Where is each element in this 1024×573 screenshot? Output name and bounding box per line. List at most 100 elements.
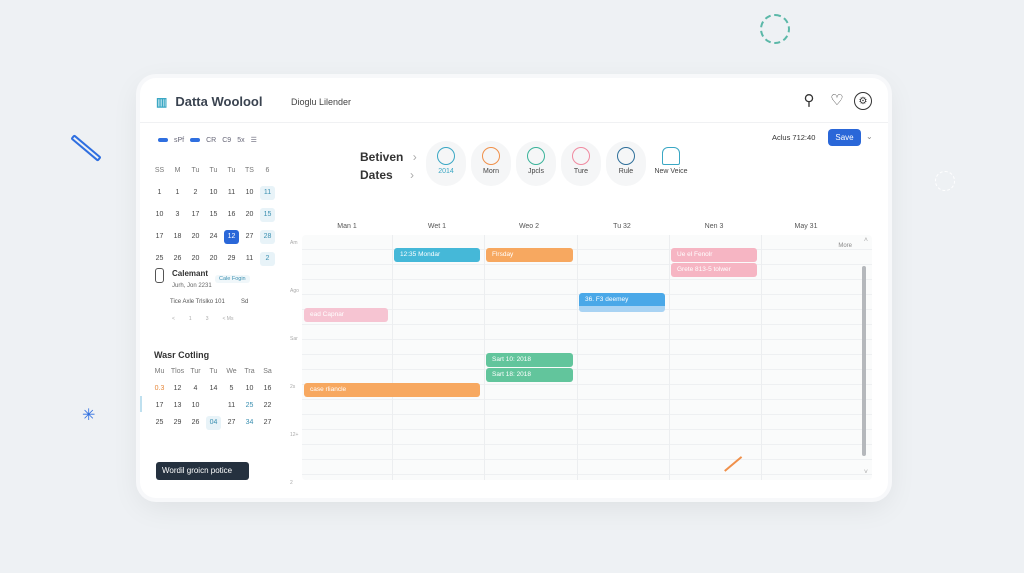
toolbar-item[interactable]: sPf (174, 136, 185, 144)
card-tag[interactable]: Cale Fogin (215, 275, 250, 283)
calendar-day[interactable]: 16 (227, 211, 236, 218)
calendar-day[interactable]: 24 (209, 233, 218, 240)
list-icon[interactable]: ☰ (250, 137, 257, 144)
calendar-event[interactable]: Ue el Fenolr (671, 248, 757, 262)
calendar-day[interactable]: 22 (263, 402, 272, 409)
weekday-label: Tu (227, 167, 236, 174)
calendar-day[interactable]: 26 (191, 419, 200, 426)
column-header[interactable]: Man 1 (337, 223, 357, 230)
calendar-day[interactable]: 10 (155, 211, 164, 218)
toolbar-item[interactable]: 5x (237, 136, 245, 144)
calendar-day[interactable]: 25 (155, 419, 164, 426)
calendar-day[interactable]: 10 (209, 189, 218, 196)
calendar-event[interactable]: 12:35 Mondar (394, 248, 480, 262)
calendar-day[interactable]: 10 (245, 189, 254, 196)
calendar-event[interactable]: Sart 18: 2018 (486, 368, 573, 382)
calendar-day[interactable]: 4 (193, 385, 198, 392)
calendar-event[interactable]: case rliancle (304, 383, 480, 397)
calendar-day[interactable]: 2 (260, 252, 275, 266)
calendar-day[interactable]: 11 (227, 402, 236, 409)
settings-icon[interactable]: ⚙ (854, 92, 872, 110)
calendar-event[interactable]: Grete 813-5 tolwer (671, 263, 757, 277)
calendar-day[interactable]: 20 (191, 233, 200, 240)
calendar-day[interactable]: 18 (173, 233, 182, 240)
calendar-day[interactable]: 26 (173, 255, 182, 262)
search-icon[interactable]: ⚲ (803, 92, 815, 109)
grid-divider (484, 235, 485, 480)
calendar-day[interactable]: 04 (206, 416, 221, 430)
quick-button[interactable]: Ture (561, 141, 601, 186)
chevron-down-icon[interactable]: ⌄ (866, 132, 873, 141)
pager-item[interactable]: 3 (205, 316, 209, 322)
calendar-day[interactable]: 0.3 (154, 385, 165, 392)
column-header[interactable]: Nen 3 (704, 223, 724, 230)
calendar-day[interactable]: 28 (260, 230, 275, 244)
column-header[interactable]: May 31 (794, 223, 818, 230)
calendar-day[interactable]: 17 (155, 402, 164, 409)
calendar-day[interactable]: 1 (175, 189, 180, 196)
calendar-day[interactable]: 15 (209, 211, 218, 218)
calendar-day[interactable]: 1 (157, 189, 162, 196)
heart-icon[interactable]: ♡ (830, 92, 844, 109)
calendar-day[interactable]: 25 (245, 402, 254, 409)
toolbar-item[interactable]: C9 (222, 136, 232, 144)
calendar-day[interactable] (206, 399, 221, 413)
quick-button[interactable]: Morn (471, 141, 511, 186)
pager-prev[interactable]: < (172, 316, 175, 322)
calendar-event[interactable]: Sart 10: 2018 (486, 353, 573, 367)
app-title: Datta Woolool (175, 94, 263, 109)
calendar-day[interactable]: 12 (224, 230, 239, 244)
calendar-day[interactable]: 13 (173, 402, 182, 409)
calendar-day[interactable]: 20 (209, 255, 218, 262)
calendar-day[interactable]: 16 (263, 385, 272, 392)
save-button[interactable]: Save (828, 129, 861, 146)
calendar-day[interactable]: 25 (155, 255, 164, 262)
calendar-day[interactable]: 15 (260, 208, 275, 222)
sparkle-icon: ✳ (82, 407, 96, 424)
calendar-day[interactable]: 29 (173, 419, 182, 426)
sidebar-indicator (140, 396, 142, 412)
time-label: Am (290, 240, 298, 246)
calendar-day[interactable]: 11 (227, 189, 236, 196)
pager-item[interactable]: 1 (188, 316, 192, 322)
calendar-event[interactable]: Flrsday (486, 248, 573, 262)
primary-action-button[interactable]: Wordil groicn potice (156, 462, 249, 480)
calendar-day[interactable]: 2 (193, 189, 198, 196)
quick-button[interactable]: New Veice (651, 141, 691, 186)
calendar-day[interactable]: 11 (260, 186, 275, 200)
calendar-day[interactable]: 3 (175, 211, 180, 218)
calendar-day[interactable]: 12 (173, 385, 182, 392)
calendar-day[interactable]: 20 (191, 255, 200, 262)
scroll-down-icon[interactable]: ˅ (863, 469, 868, 476)
calendar-day[interactable]: 27 (263, 419, 272, 426)
calendar-day[interactable]: 20 (245, 211, 254, 218)
calendar-day[interactable]: 5 (229, 385, 234, 392)
sidebar-toolbar: sPf CR C9 5x ☰ (158, 136, 257, 144)
quick-button[interactable]: 2014 (426, 141, 466, 186)
calendar-day[interactable]: 17 (155, 233, 164, 240)
calendar-day[interactable]: 29 (227, 255, 236, 262)
column-header[interactable]: Wet 1 (427, 223, 447, 230)
decor-ring (760, 14, 790, 44)
scrollbar[interactable] (862, 266, 866, 456)
scroll-up-icon[interactable]: ˄ (863, 237, 868, 244)
calendar-day[interactable]: 27 (227, 419, 236, 426)
calendar-day[interactable]: 34 (245, 419, 254, 426)
calendar-event[interactable]: ead Capnar (304, 308, 388, 322)
calendar-event[interactable]: 36. F3 deemey (579, 293, 665, 312)
calendar-day[interactable]: 17 (191, 211, 200, 218)
column-header[interactable]: Weo 2 (518, 223, 540, 230)
quick-button[interactable]: Jpcls (516, 141, 556, 186)
calendar-day[interactable]: 10 (191, 402, 200, 409)
calendar-day[interactable]: 11 (245, 255, 254, 262)
more-link[interactable]: More (838, 243, 852, 249)
header: ▥ Datta Woolool Dioglu Lilender ⚲ ♡ ⚙ (140, 78, 888, 123)
column-header[interactable]: Tu 32 (613, 223, 631, 230)
pager-next[interactable]: < Ms (222, 316, 234, 322)
calendar-day[interactable]: 10 (245, 385, 254, 392)
weekday-label: Mu (154, 368, 165, 375)
calendar-day[interactable]: 27 (245, 233, 254, 240)
quick-button[interactable]: Rule (606, 141, 646, 186)
toolbar-item[interactable]: CR (206, 136, 217, 144)
calendar-day[interactable]: 14 (209, 385, 218, 392)
